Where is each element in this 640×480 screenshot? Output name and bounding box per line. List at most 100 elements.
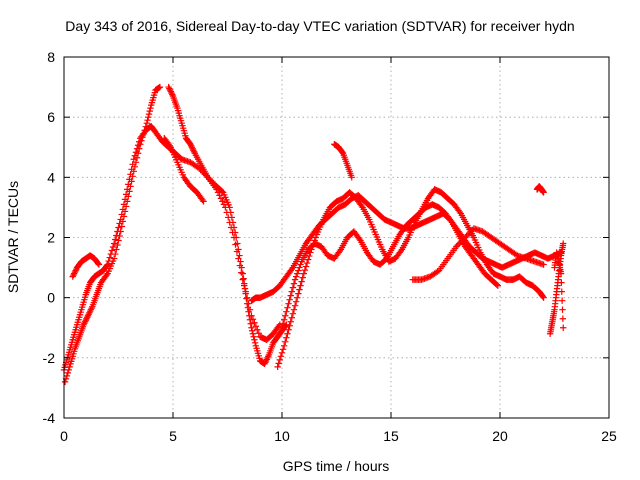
data-point-interp	[145, 113, 152, 121]
y-tick-label: -2	[43, 350, 56, 366]
data-point-interp	[132, 159, 140, 166]
data-point-interp	[228, 214, 236, 221]
data-point-interp	[250, 333, 257, 340]
data-point-interp	[108, 247, 116, 254]
data-point	[95, 261, 103, 268]
tick-layer: -4 -2 0 2 4 6 8 0 5 10 15 20 25	[43, 49, 617, 444]
data-point-interp	[262, 359, 269, 366]
series-track-e	[161, 135, 207, 205]
data-point-interp	[558, 297, 566, 304]
data-point-interp	[190, 147, 197, 154]
y-tick-label: 2	[47, 230, 55, 246]
data-point-interp	[145, 110, 153, 118]
data-point-interp	[292, 298, 300, 305]
data-point	[80, 321, 87, 328]
data-point-interp	[296, 286, 303, 293]
data-point-interp	[218, 188, 226, 195]
data-point-interp	[282, 312, 289, 319]
data-point-interp	[284, 304, 291, 311]
data-point-interp	[289, 310, 297, 317]
data-point-interp	[147, 104, 154, 112]
data-point-interp	[512, 251, 520, 258]
data-point-interp	[291, 302, 299, 309]
data-point-interp	[464, 231, 472, 238]
data-point-interp	[284, 330, 291, 337]
x-tick-label: 10	[274, 428, 290, 444]
data-point-interp	[114, 241, 121, 249]
data-point-interp	[81, 320, 88, 327]
data-point	[557, 270, 565, 277]
data-point-interp	[115, 237, 122, 244]
data-point-interp	[167, 88, 175, 95]
data-point-interp	[219, 198, 226, 205]
data-point-interp	[206, 175, 213, 183]
data-point-interp	[298, 278, 305, 285]
data-point-interp	[279, 346, 287, 353]
y-tick-label: 6	[47, 109, 55, 125]
data-point	[261, 360, 268, 368]
data-point	[110, 240, 118, 247]
data-point	[104, 261, 111, 268]
data-point	[117, 228, 124, 235]
data-point	[84, 312, 92, 319]
data-point-interp	[559, 306, 566, 313]
data-point	[300, 270, 307, 277]
data-point-interp	[112, 236, 119, 243]
data-point-interp	[278, 349, 286, 357]
data-point-interp	[280, 316, 288, 323]
data-point-interp	[144, 116, 151, 124]
data-point	[156, 83, 164, 91]
data-point-interp	[295, 267, 302, 274]
data-point-interp	[81, 318, 89, 325]
data-point-interp	[244, 304, 252, 311]
data-point	[494, 282, 502, 289]
data-point-interp	[210, 180, 217, 187]
data-point-interp	[238, 264, 245, 271]
data-point-interp	[456, 240, 463, 247]
data-point-interp	[66, 363, 73, 371]
data-point-interp	[122, 203, 130, 210]
data-point-interp	[242, 290, 249, 297]
data-point-interp	[86, 308, 94, 315]
data-point-interp	[236, 252, 243, 259]
data-point-interp	[279, 320, 287, 327]
data-point-interp	[294, 270, 301, 277]
data-point	[204, 174, 212, 181]
data-point-interp	[339, 149, 346, 156]
data-point-interp	[84, 314, 91, 321]
data-point-interp	[82, 317, 89, 324]
y-axis-label: SDTVAR / TECUs	[5, 181, 21, 293]
data-point	[540, 294, 547, 301]
data-point-interp	[456, 208, 463, 216]
data-point-interp	[463, 232, 470, 240]
x-tick-label: 20	[492, 428, 508, 444]
data-point	[69, 273, 76, 280]
data-point-interp	[255, 330, 262, 337]
data-point-interp	[558, 279, 565, 286]
data-point-interp	[264, 354, 271, 362]
data-point-interp	[264, 353, 272, 360]
data-point	[61, 378, 69, 386]
data-point-interp	[447, 217, 455, 225]
data-point-interp	[146, 107, 153, 115]
data-point-interp	[251, 319, 258, 326]
data-point-interp	[263, 356, 270, 363]
data-point-interp	[251, 336, 258, 343]
data-point-interp	[246, 316, 254, 323]
data-point-interp	[304, 256, 312, 263]
data-point-interp	[283, 308, 290, 315]
data-point-interp	[301, 266, 309, 274]
chart-title: Day 343 of 2016, Sidereal Day-to-day VTE…	[65, 18, 574, 34]
data-point-interp	[245, 308, 252, 315]
data-point-interp	[296, 264, 303, 271]
data-point-interp	[297, 282, 304, 289]
data-point	[461, 234, 469, 241]
series-track-g	[274, 186, 547, 371]
data-point-interp	[209, 178, 216, 186]
series-track-c	[69, 252, 103, 280]
data-point-interp	[136, 145, 143, 152]
series-track-b	[61, 83, 164, 386]
data-point	[243, 300, 251, 307]
data-point-interp	[118, 223, 125, 230]
data-point	[285, 300, 292, 307]
